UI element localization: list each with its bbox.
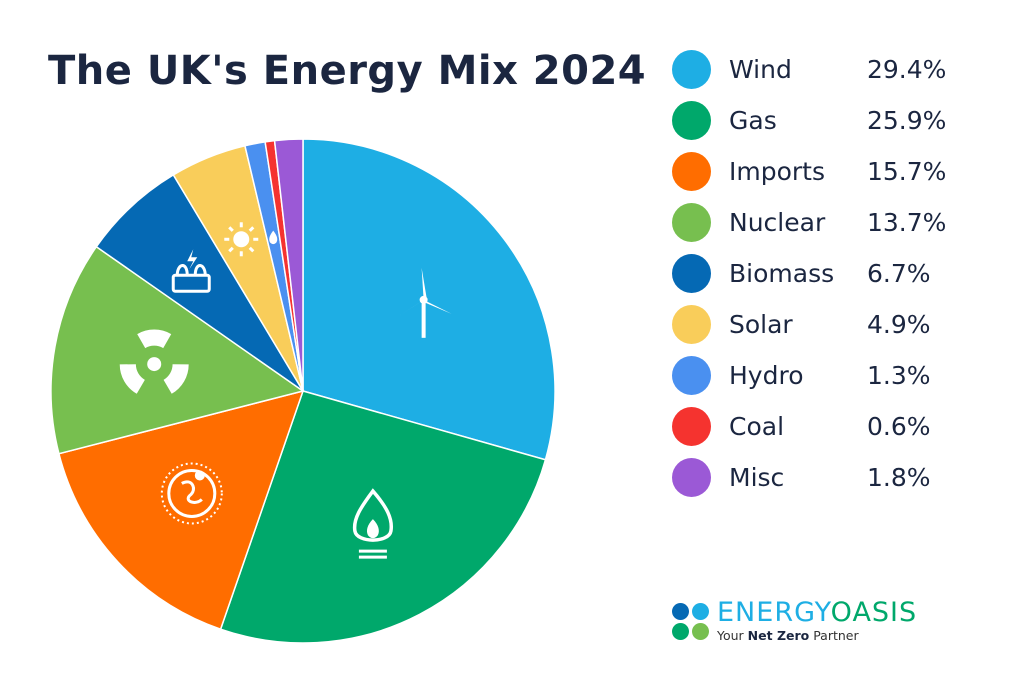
legend-value: 13.7%: [867, 208, 947, 237]
legend-swatch: [672, 203, 711, 242]
logo-sun-icon: [692, 623, 709, 640]
legend-value: 15.7%: [867, 157, 947, 186]
legend: Wind 29.4% Gas 25.9% Imports 15.7% Nucle…: [672, 44, 946, 503]
legend-label: Biomass: [729, 259, 835, 288]
legend-value: 4.9%: [867, 310, 931, 339]
legend-item-imports: Imports 15.7%: [672, 146, 946, 197]
flame-icon: [352, 488, 394, 559]
logo-turbine-icon: [672, 603, 689, 620]
legend-item-nuclear: Nuclear 13.7%: [672, 197, 946, 248]
logo-word-energy: ENERGY: [717, 597, 831, 628]
slice-misc: [273, 138, 304, 392]
sun-icon: [224, 222, 259, 257]
legend-swatch: [672, 101, 711, 140]
legend-item-hydro: Hydro 1.3%: [672, 350, 946, 401]
legend-swatch: [672, 407, 711, 446]
slice-wind: [302, 138, 556, 461]
chart-title: The UK's Energy Mix 2024: [48, 48, 647, 94]
radiation-icon: [119, 329, 189, 394]
logo-bolt-icon: [692, 603, 709, 620]
logo-tagline: Your Net Zero Partner: [717, 628, 917, 643]
slice-imports: [58, 389, 305, 631]
logo-wordmark: ENERGYOASIS: [717, 597, 918, 628]
legend-label: Hydro: [729, 361, 804, 390]
legend-value: 6.7%: [867, 259, 931, 288]
legend-item-gas: Gas 25.9%: [672, 95, 946, 146]
legend-value: 0.6%: [867, 412, 931, 441]
logo-icons: [672, 603, 709, 640]
biomass-plant-icon: [171, 249, 211, 293]
legend-swatch: [672, 356, 711, 395]
legend-swatch: [672, 458, 711, 497]
slice-nuclear: [50, 245, 305, 455]
legend-swatch: [672, 50, 711, 89]
tagline-post: Partner: [809, 628, 859, 643]
slice-biomass: [95, 173, 304, 392]
legend-swatch: [672, 305, 711, 344]
legend-value: 29.4%: [867, 55, 947, 84]
legend-swatch: [672, 152, 711, 191]
legend-label: Imports: [729, 157, 825, 186]
legend-value: 25.9%: [867, 106, 947, 135]
wind-turbine-icon: [397, 267, 452, 338]
logo-drop-icon: [672, 623, 689, 640]
legend-item-biomass: Biomass 6.7%: [672, 248, 946, 299]
legend-label: Solar: [729, 310, 793, 339]
energy-oasis-logo: ENERGYOASIS Your Net Zero Partner: [672, 597, 918, 643]
globe-pin-icon: [160, 462, 223, 525]
tagline-pre: Your: [717, 628, 748, 643]
legend-label: Wind: [729, 55, 792, 84]
legend-item-coal: Coal 0.6%: [672, 401, 946, 452]
tagline-bold: Net Zero: [747, 628, 810, 643]
legend-label: Nuclear: [729, 208, 826, 237]
legend-item-misc: Misc 1.8%: [672, 452, 946, 503]
legend-label: Gas: [729, 106, 777, 135]
legend-item-solar: Solar 4.9%: [672, 299, 946, 350]
legend-swatch: [672, 254, 711, 293]
logo-word-oasis: OASIS: [830, 597, 918, 628]
legend-label: Misc: [729, 463, 785, 492]
legend-value: 1.8%: [867, 463, 931, 492]
slice-gas: [219, 390, 547, 644]
legend-label: Coal: [729, 412, 785, 441]
legend-item-wind: Wind 29.4%: [672, 44, 946, 95]
water-drop-icon: [269, 230, 278, 245]
legend-value: 1.3%: [867, 361, 931, 390]
